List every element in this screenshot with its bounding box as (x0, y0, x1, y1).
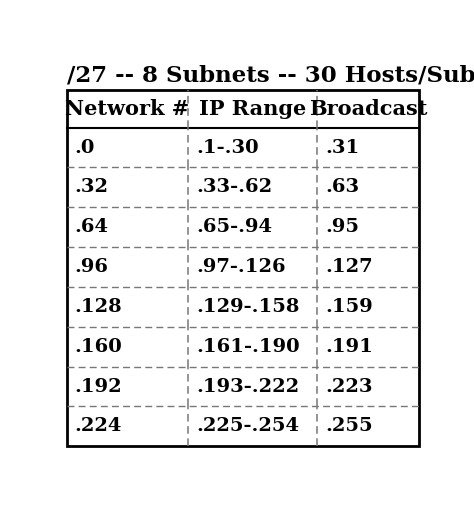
Text: .159: .159 (325, 298, 373, 316)
Text: .96: .96 (75, 258, 109, 276)
Text: /27 -- 8 Subnets -- 30 Hosts/Subnet: /27 -- 8 Subnets -- 30 Hosts/Subnet (66, 64, 474, 86)
Text: .65-.94: .65-.94 (196, 218, 273, 236)
Text: .127: .127 (325, 258, 373, 276)
Text: .193-.222: .193-.222 (196, 377, 300, 396)
Text: .0: .0 (75, 139, 95, 156)
Text: .95: .95 (325, 218, 359, 236)
Text: Network #: Network # (65, 99, 190, 119)
Text: .128: .128 (75, 298, 122, 316)
Text: .64: .64 (75, 218, 109, 236)
Text: .33-.62: .33-.62 (196, 178, 273, 197)
Text: IP Range: IP Range (199, 99, 306, 119)
Text: .129-.158: .129-.158 (196, 298, 300, 316)
Text: .223: .223 (325, 377, 373, 396)
Text: .97-.126: .97-.126 (196, 258, 286, 276)
Text: .31: .31 (325, 139, 359, 156)
Text: .32: .32 (75, 178, 109, 197)
Text: Broadcast: Broadcast (309, 99, 427, 119)
Text: .255: .255 (325, 418, 373, 435)
Text: .225-.254: .225-.254 (196, 418, 300, 435)
Text: .192: .192 (75, 377, 122, 396)
Text: .160: .160 (75, 338, 122, 356)
Text: .63: .63 (325, 178, 359, 197)
Text: .1-.30: .1-.30 (196, 139, 259, 156)
Text: .191: .191 (325, 338, 373, 356)
Text: .224: .224 (75, 418, 122, 435)
Text: .161-.190: .161-.190 (196, 338, 300, 356)
